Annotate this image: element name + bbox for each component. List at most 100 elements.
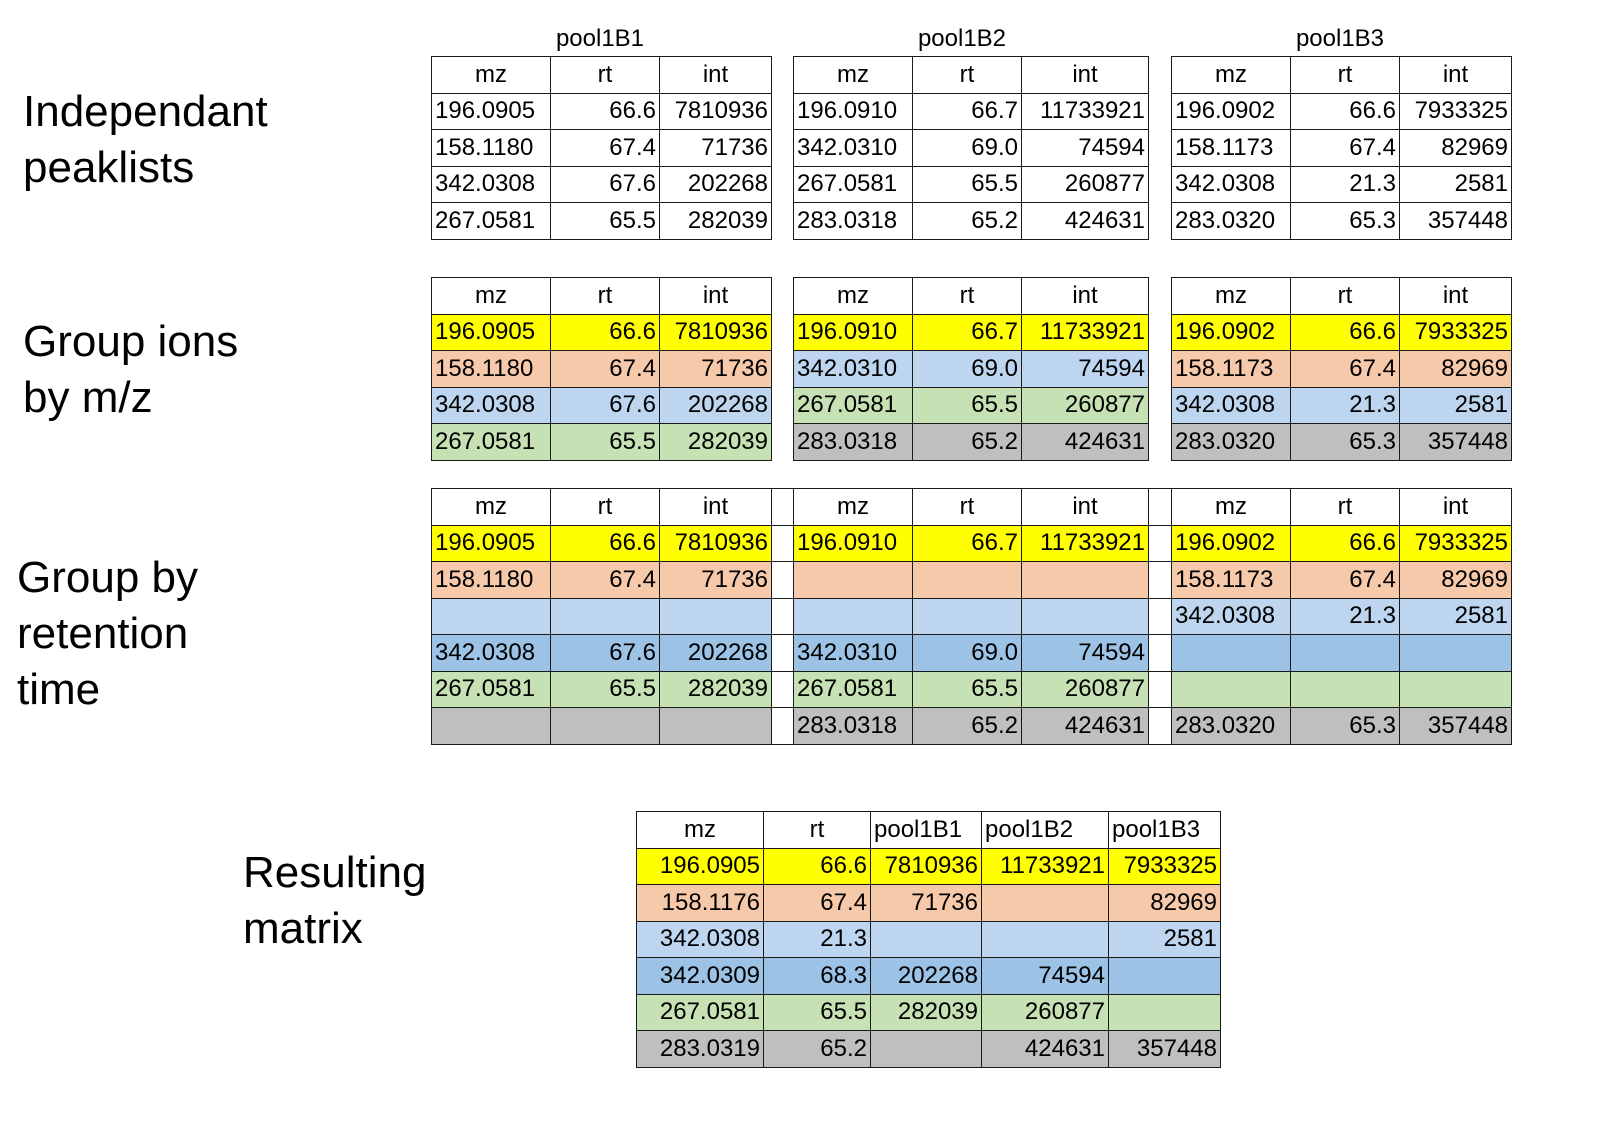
table-cell-rt: 67.4 — [1290, 561, 1400, 599]
table-cell-int: 82969 — [1399, 561, 1512, 599]
table-cell-int: 202268 — [659, 165, 772, 203]
table-row: 283.0320 65.3 357448 — [1171, 423, 1512, 461]
table-row: 196.0902 66.6 7933325 — [1171, 92, 1512, 130]
table-cell-int: 2581 — [1399, 597, 1512, 635]
table-cell-mz: 158.1173 — [1171, 350, 1291, 388]
table-cell-int: 7933325 — [1399, 524, 1512, 562]
table-row: 158.1180 67.4 71736 158.1173 67.4 82969 — [431, 561, 1512, 599]
header-cell-int: int — [1399, 56, 1512, 94]
independent-peaklist-pool1B3: mz rt int 196.0902 66.6 7933325 158.1173 67.4 82… — [1171, 56, 1512, 240]
table-cell-int — [659, 707, 772, 745]
table-cell-mz: 196.0905 — [636, 847, 764, 885]
table-cell-int: 357448 — [1399, 423, 1512, 461]
table-row: 158.1176 67.4 71736 82969 — [636, 884, 1221, 922]
table-cell-rt: 65.5 — [763, 993, 871, 1031]
table-cell-mz — [1171, 634, 1291, 672]
table-cell-rt: 65.3 — [1290, 707, 1400, 745]
table-row: 267.0581 65.5 282039 260877 — [636, 993, 1221, 1031]
table-cell-pool1B3: 2581 — [1108, 920, 1221, 958]
table-cell-mz: 267.0581 — [431, 202, 551, 240]
table-cell-int — [1399, 670, 1512, 708]
table-cell-rt: 67.6 — [550, 634, 660, 672]
table-cell-pool1B1: 282039 — [870, 993, 982, 1031]
header-cell-mz: mz — [636, 811, 764, 849]
table-cell-rt: 66.7 — [912, 313, 1022, 351]
header-cell-int: int — [1399, 488, 1512, 526]
header-cell-mz: mz — [793, 56, 913, 94]
table-row: 342.0310 69.0 74594 — [793, 129, 1149, 167]
header-cell-rt: rt — [912, 277, 1022, 315]
table-row: 196.0905 66.6 7810936 — [431, 313, 772, 351]
table-cell-rt — [912, 597, 1022, 635]
table-cell-pool1B3: 357448 — [1108, 1030, 1221, 1068]
header-cell-pool1B3: pool1B3 — [1108, 811, 1221, 849]
spacer-cell — [771, 670, 794, 708]
table-cell-int: 74594 — [1021, 634, 1149, 672]
table-row: 267.0581 65.5 260877 — [793, 386, 1149, 424]
table-cell-pool1B1 — [870, 920, 982, 958]
spacer-cell — [1148, 561, 1172, 599]
header-cell-rt: rt — [1290, 277, 1400, 315]
table-row: 196.0905 66.6 7810936 11733921 7933325 — [636, 847, 1221, 885]
table-cell-mz — [793, 561, 913, 599]
table-cell-mz: 283.0320 — [1171, 202, 1291, 240]
table-cell-mz: 342.0309 — [636, 957, 764, 995]
table-cell-mz: 283.0318 — [793, 707, 913, 745]
table-row: 283.0319 65.2 424631 357448 — [636, 1030, 1221, 1068]
header-cell-int: int — [1021, 488, 1149, 526]
table-cell-rt: 67.6 — [550, 165, 660, 203]
table-row: 342.0308 67.6 202268 — [431, 386, 772, 424]
table-row: 283.0320 65.3 357448 — [1171, 202, 1512, 240]
table-row: 283.0318 65.2 424631 — [793, 202, 1149, 240]
table-cell-mz: 196.0902 — [1171, 92, 1291, 130]
table-cell-rt: 67.4 — [550, 561, 660, 599]
table-cell-rt: 67.4 — [550, 129, 660, 167]
table-cell-mz: 342.0308 — [636, 920, 764, 958]
table-cell-int: 7810936 — [659, 524, 772, 562]
table-cell-mz: 342.0308 — [431, 634, 551, 672]
peaklist-title-pool1B2: pool1B2 — [917, 25, 1007, 52]
table-cell-mz: 196.0902 — [1171, 524, 1291, 562]
table-row: 267.0581 65.5 282039 — [431, 202, 772, 240]
table-cell-mz: 342.0308 — [431, 165, 551, 203]
header-cell-int: int — [659, 56, 772, 94]
spacer-cell — [771, 707, 794, 745]
table-cell-mz — [1171, 670, 1291, 708]
table-row: 196.0910 66.7 11733921 — [793, 313, 1149, 351]
table-cell-int: 11733921 — [1021, 524, 1149, 562]
independent-peaklist-pool1B2: mz rt int 196.0910 66.7 11733921 342.0310 69.0 7… — [793, 56, 1149, 240]
header-cell-rt: rt — [550, 277, 660, 315]
table-cell-mz: 196.0905 — [431, 313, 551, 351]
mz-grouped-peaklist-pool1B1: mz rt int 196.0905 66.6 7810936 158.1180 67.4 71… — [431, 277, 772, 461]
table-row: 267.0581 65.5 282039 267.0581 65.5 260877 — [431, 670, 1512, 708]
spacer-cell — [1148, 524, 1172, 562]
table-cell-int: 2581 — [1399, 386, 1512, 424]
table-row: 342.0308 67.6 202268 342.0310 69.0 74594 — [431, 634, 1512, 672]
table-cell-int: 7810936 — [659, 313, 772, 351]
table-cell-mz: 196.0905 — [431, 92, 551, 130]
table-cell-rt: 67.6 — [550, 386, 660, 424]
table-cell-rt: 21.3 — [1290, 165, 1400, 203]
table-cell-mz: 267.0581 — [431, 670, 551, 708]
table-cell-mz: 267.0581 — [636, 993, 764, 1031]
table-cell-int: 2581 — [1399, 165, 1512, 203]
header-cell-int: int — [1021, 56, 1149, 94]
table-cell-rt: 65.2 — [912, 423, 1022, 461]
table-cell-mz: 158.1176 — [636, 884, 764, 922]
table-cell-int: 71736 — [659, 350, 772, 388]
table-cell-int: 74594 — [1021, 350, 1149, 388]
header-cell-mz: mz — [431, 488, 551, 526]
spacer-cell — [771, 561, 794, 599]
table-cell-rt: 65.3 — [1290, 423, 1400, 461]
table-cell-int — [1399, 634, 1512, 672]
header-cell-mz: mz — [1171, 277, 1291, 315]
table-cell-int: 71736 — [659, 561, 772, 599]
table-cell-rt: 65.5 — [912, 165, 1022, 203]
table-cell-mz: 342.0310 — [793, 350, 913, 388]
table-row: 267.0581 65.5 260877 — [793, 165, 1149, 203]
table-cell-rt: 69.0 — [912, 634, 1022, 672]
table-cell-int: 202268 — [659, 634, 772, 672]
spacer-cell — [1148, 707, 1172, 745]
table-cell-int: 82969 — [1399, 350, 1512, 388]
table-cell-rt — [1290, 634, 1400, 672]
